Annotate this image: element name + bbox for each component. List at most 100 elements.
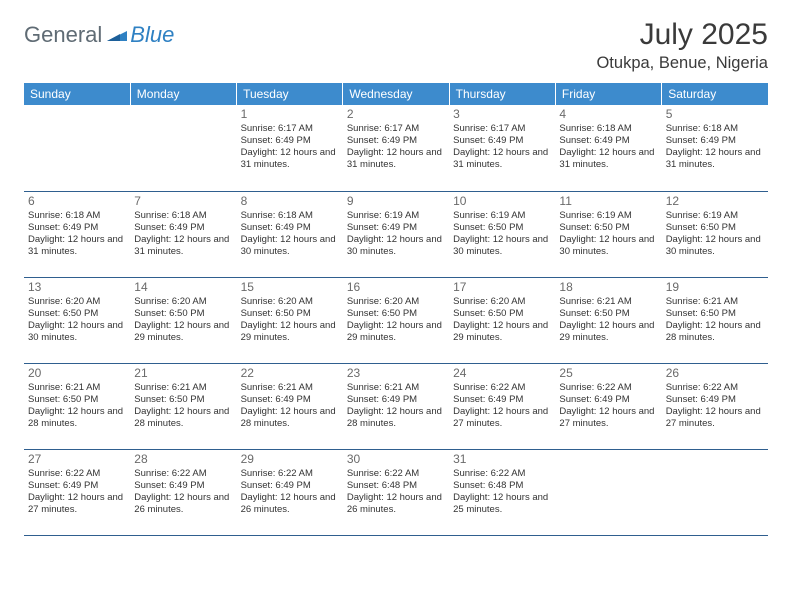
calendar-cell: 16Sunrise: 6:20 AMSunset: 6:50 PMDayligh… [343,277,449,363]
sunrise-text: Sunrise: 6:20 AM [28,296,126,308]
daylight-text: Daylight: 12 hours and 31 minutes. [453,147,551,171]
calendar-cell: 2Sunrise: 6:17 AMSunset: 6:49 PMDaylight… [343,105,449,191]
sunset-text: Sunset: 6:50 PM [134,394,232,406]
header-row: General Blue July 2025 Otukpa, Benue, Ni… [24,18,768,73]
day-number: 18 [559,280,657,295]
calendar-cell: 1Sunrise: 6:17 AMSunset: 6:49 PMDaylight… [237,105,343,191]
calendar-cell: 15Sunrise: 6:20 AMSunset: 6:50 PMDayligh… [237,277,343,363]
daylight-text: Daylight: 12 hours and 28 minutes. [666,320,764,344]
day-number: 28 [134,452,232,467]
daylight-text: Daylight: 12 hours and 29 minutes. [241,320,339,344]
day-number: 16 [347,280,445,295]
sunset-text: Sunset: 6:49 PM [241,222,339,234]
sunset-text: Sunset: 6:50 PM [28,308,126,320]
sunset-text: Sunset: 6:49 PM [241,394,339,406]
day-number: 19 [666,280,764,295]
calendar-week-row: 6Sunrise: 6:18 AMSunset: 6:49 PMDaylight… [24,191,768,277]
sunrise-text: Sunrise: 6:22 AM [134,468,232,480]
sunset-text: Sunset: 6:49 PM [666,394,764,406]
daylight-text: Daylight: 12 hours and 30 minutes. [559,234,657,258]
day-number: 1 [241,107,339,122]
day-number: 6 [28,194,126,209]
sunset-text: Sunset: 6:49 PM [134,480,232,492]
calendar-table: Sunday Monday Tuesday Wednesday Thursday… [24,83,768,536]
day-number: 11 [559,194,657,209]
daylight-text: Daylight: 12 hours and 28 minutes. [347,406,445,430]
day-number: 24 [453,366,551,381]
daylight-text: Daylight: 12 hours and 27 minutes. [453,406,551,430]
day-number: 13 [28,280,126,295]
sunrise-text: Sunrise: 6:22 AM [241,468,339,480]
day-number: 12 [666,194,764,209]
sunset-text: Sunset: 6:50 PM [453,308,551,320]
logo-text-general: General [24,22,102,48]
sunset-text: Sunset: 6:49 PM [28,222,126,234]
weekday-header: Friday [555,83,661,105]
sunrise-text: Sunrise: 6:22 AM [453,382,551,394]
sunrise-text: Sunrise: 6:21 AM [241,382,339,394]
daylight-text: Daylight: 12 hours and 28 minutes. [28,406,126,430]
day-number: 31 [453,452,551,467]
calendar-cell: 14Sunrise: 6:20 AMSunset: 6:50 PMDayligh… [130,277,236,363]
calendar-cell: 30Sunrise: 6:22 AMSunset: 6:48 PMDayligh… [343,449,449,535]
day-number: 21 [134,366,232,381]
calendar-body: 1Sunrise: 6:17 AMSunset: 6:49 PMDaylight… [24,105,768,535]
daylight-text: Daylight: 12 hours and 31 minutes. [241,147,339,171]
sunset-text: Sunset: 6:48 PM [453,480,551,492]
calendar-cell [24,105,130,191]
daylight-text: Daylight: 12 hours and 30 minutes. [666,234,764,258]
weekday-header: Thursday [449,83,555,105]
sunrise-text: Sunrise: 6:20 AM [453,296,551,308]
calendar-cell: 28Sunrise: 6:22 AMSunset: 6:49 PMDayligh… [130,449,236,535]
sunset-text: Sunset: 6:50 PM [134,308,232,320]
daylight-text: Daylight: 12 hours and 29 minutes. [347,320,445,344]
sunrise-text: Sunrise: 6:18 AM [241,210,339,222]
sunrise-text: Sunrise: 6:19 AM [453,210,551,222]
calendar-cell: 7Sunrise: 6:18 AMSunset: 6:49 PMDaylight… [130,191,236,277]
sunrise-text: Sunrise: 6:21 AM [28,382,126,394]
daylight-text: Daylight: 12 hours and 26 minutes. [134,492,232,516]
calendar-week-row: 13Sunrise: 6:20 AMSunset: 6:50 PMDayligh… [24,277,768,363]
sunrise-text: Sunrise: 6:17 AM [453,123,551,135]
weekday-header: Sunday [24,83,130,105]
sunrise-text: Sunrise: 6:21 AM [134,382,232,394]
weekday-header: Tuesday [237,83,343,105]
day-number: 30 [347,452,445,467]
sunset-text: Sunset: 6:49 PM [241,480,339,492]
daylight-text: Daylight: 12 hours and 31 minutes. [559,147,657,171]
calendar-cell: 29Sunrise: 6:22 AMSunset: 6:49 PMDayligh… [237,449,343,535]
day-number: 3 [453,107,551,122]
sunset-text: Sunset: 6:49 PM [559,394,657,406]
sunset-text: Sunset: 6:49 PM [28,480,126,492]
calendar-page: General Blue July 2025 Otukpa, Benue, Ni… [0,0,792,546]
daylight-text: Daylight: 12 hours and 30 minutes. [347,234,445,258]
sunset-text: Sunset: 6:49 PM [453,394,551,406]
sunrise-text: Sunrise: 6:18 AM [666,123,764,135]
daylight-text: Daylight: 12 hours and 31 minutes. [666,147,764,171]
calendar-cell [555,449,661,535]
sunrise-text: Sunrise: 6:22 AM [347,468,445,480]
day-number: 4 [559,107,657,122]
sunrise-text: Sunrise: 6:22 AM [453,468,551,480]
sunset-text: Sunset: 6:49 PM [347,394,445,406]
day-number: 5 [666,107,764,122]
day-number: 25 [559,366,657,381]
sunset-text: Sunset: 6:50 PM [666,308,764,320]
sunrise-text: Sunrise: 6:20 AM [241,296,339,308]
day-number: 26 [666,366,764,381]
sunset-text: Sunset: 6:48 PM [347,480,445,492]
sunrise-text: Sunrise: 6:17 AM [347,123,445,135]
month-title: July 2025 [596,18,768,52]
sunrise-text: Sunrise: 6:22 AM [559,382,657,394]
sunset-text: Sunset: 6:50 PM [28,394,126,406]
daylight-text: Daylight: 12 hours and 31 minutes. [347,147,445,171]
sunrise-text: Sunrise: 6:17 AM [241,123,339,135]
calendar-cell: 4Sunrise: 6:18 AMSunset: 6:49 PMDaylight… [555,105,661,191]
calendar-cell [130,105,236,191]
sunrise-text: Sunrise: 6:21 AM [666,296,764,308]
day-number: 2 [347,107,445,122]
day-number: 15 [241,280,339,295]
calendar-cell: 10Sunrise: 6:19 AMSunset: 6:50 PMDayligh… [449,191,555,277]
daylight-text: Daylight: 12 hours and 29 minutes. [134,320,232,344]
sunset-text: Sunset: 6:50 PM [241,308,339,320]
